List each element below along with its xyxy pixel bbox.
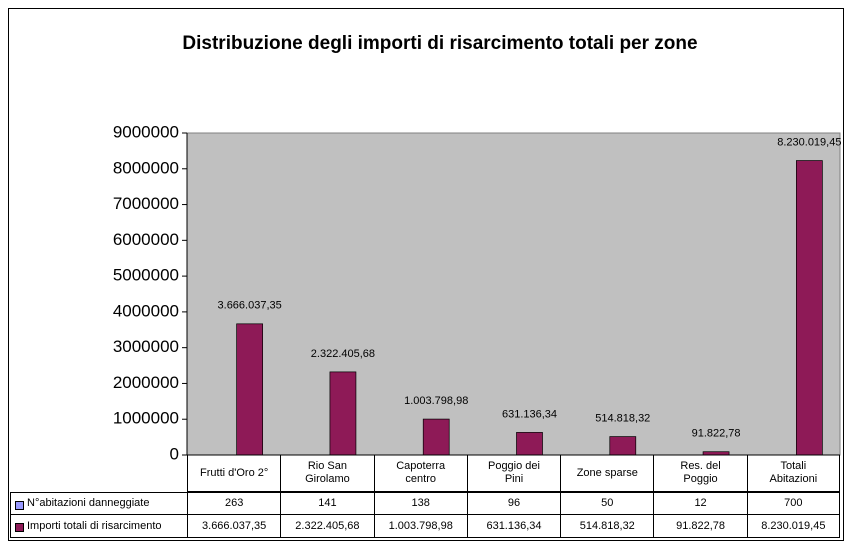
y-tick-label: 2000000 bbox=[113, 373, 179, 392]
table-legend: Importi totali di risarcimento bbox=[10, 515, 187, 538]
bar bbox=[422, 418, 450, 456]
bar bbox=[516, 432, 543, 456]
table-category: Zone sparse bbox=[560, 455, 654, 492]
bar bbox=[329, 371, 357, 456]
y-tick-label: 1000000 bbox=[113, 409, 179, 428]
table-value: 3.666.037,35 bbox=[187, 515, 281, 538]
table-category: Capoterra centro bbox=[373, 455, 467, 492]
data-label: 8.230.019,45 bbox=[777, 136, 841, 148]
table-value: 138 bbox=[373, 492, 467, 515]
table-category: Frutti d'Oro 2° bbox=[187, 455, 281, 492]
legend-label: Importi totali di risarcimento bbox=[27, 519, 162, 532]
table-value: 1.003.798,98 bbox=[373, 515, 467, 538]
table-value: 12 bbox=[653, 492, 747, 515]
y-tick-label: 3000000 bbox=[113, 337, 179, 356]
table-category: Rio San Girolamo bbox=[280, 455, 374, 492]
data-label: 1.003.798,98 bbox=[404, 395, 468, 407]
data-label: 514.818,32 bbox=[595, 412, 650, 424]
plot-area bbox=[186, 132, 841, 456]
y-tick-label: 4000000 bbox=[113, 301, 179, 320]
bar bbox=[796, 160, 823, 456]
table-legend: N°abitazioni danneggiate bbox=[10, 492, 187, 515]
data-label: 631.136,34 bbox=[502, 408, 557, 420]
y-tick-label: 8000000 bbox=[113, 158, 179, 177]
data-label: 2.322.405,68 bbox=[311, 348, 375, 360]
table-value: 2.322.405,68 bbox=[280, 515, 374, 538]
chart-title: Distribuzione degli importi di risarcime… bbox=[182, 33, 697, 54]
table-value: 8.230.019,45 bbox=[746, 515, 840, 538]
legend-key bbox=[15, 522, 24, 532]
table-value: 96 bbox=[466, 492, 561, 515]
table-value: 700 bbox=[746, 492, 840, 515]
y-tick-label: 5000000 bbox=[113, 266, 179, 285]
table-value: 263 bbox=[187, 492, 281, 515]
table-value: 631.136,34 bbox=[466, 515, 561, 538]
y-tick-label: 0 bbox=[170, 444, 179, 463]
bar bbox=[236, 323, 263, 456]
y-tick-label: 9000000 bbox=[113, 122, 179, 141]
table-category: Res. del Poggio bbox=[653, 455, 747, 492]
table-value: 514.818,32 bbox=[560, 515, 654, 538]
legend-key bbox=[15, 500, 24, 510]
table-value: 91.822,78 bbox=[653, 515, 747, 538]
table-value: 141 bbox=[280, 492, 374, 515]
table-value: 50 bbox=[560, 492, 654, 515]
table-category: Poggio dei Pini bbox=[466, 455, 561, 492]
y-tick-label: 7000000 bbox=[113, 194, 179, 213]
bar bbox=[609, 436, 637, 456]
y-tick-label: 6000000 bbox=[113, 230, 179, 249]
table-category: Totali Abitazioni bbox=[746, 455, 840, 492]
data-label: 3.666.037,35 bbox=[218, 300, 282, 312]
legend-label: N°abitazioni danneggiate bbox=[27, 497, 150, 509]
data-label: 91.822,78 bbox=[692, 428, 741, 440]
